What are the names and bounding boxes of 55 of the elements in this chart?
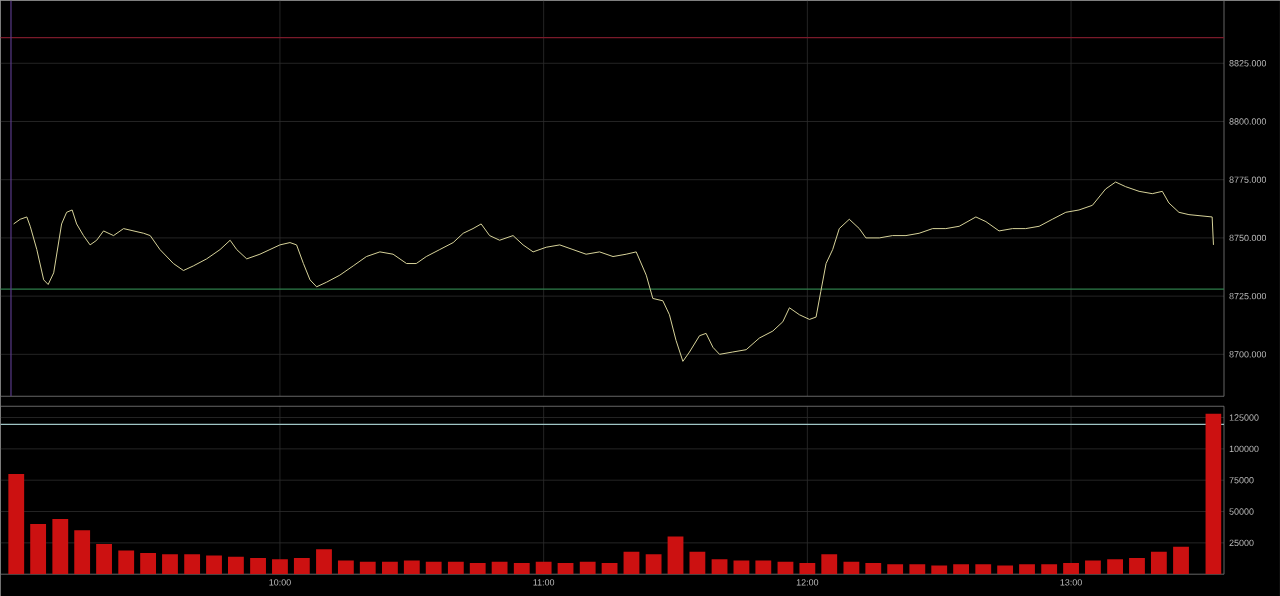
bar (447, 561, 464, 575)
bar (733, 560, 750, 575)
bar (975, 564, 992, 575)
bar (535, 561, 552, 575)
bar (52, 518, 69, 575)
bar (8, 473, 25, 575)
bar (316, 549, 332, 575)
bar (689, 551, 706, 575)
bar (513, 562, 530, 575)
bar (1041, 564, 1058, 575)
bar (206, 555, 222, 575)
bar (96, 544, 112, 575)
bar (623, 551, 640, 575)
bar (887, 564, 904, 575)
bar (382, 561, 398, 575)
bar (140, 552, 157, 575)
bar (755, 560, 772, 575)
bar (425, 561, 442, 575)
bar (953, 564, 969, 575)
bar (118, 550, 135, 575)
bar (645, 554, 662, 575)
bar (250, 557, 266, 575)
bar (931, 565, 948, 575)
bar (228, 556, 244, 575)
bar (1107, 559, 1124, 575)
bar (293, 557, 310, 575)
bar (821, 554, 838, 575)
bar (491, 561, 508, 575)
bar (1085, 560, 1101, 575)
bar (843, 561, 860, 575)
bar (1173, 546, 1189, 575)
bar (30, 523, 47, 575)
bar (359, 561, 376, 575)
bar (997, 565, 1014, 575)
bar (865, 562, 882, 575)
bar (557, 562, 574, 575)
bar (667, 536, 684, 575)
bar (184, 554, 201, 575)
bar (162, 554, 178, 575)
bar (711, 559, 728, 575)
bar (1205, 413, 1222, 575)
bar (601, 562, 618, 575)
bar (1019, 564, 1035, 575)
bar (799, 562, 816, 575)
bar (403, 560, 420, 575)
bar (1150, 551, 1167, 575)
bar (74, 530, 91, 575)
bar (909, 564, 926, 575)
bar (1129, 557, 1145, 575)
bar (579, 561, 596, 575)
bar (337, 560, 354, 575)
bar (272, 559, 288, 575)
bar (777, 561, 794, 575)
bar (469, 562, 486, 575)
bar (1063, 562, 1079, 575)
